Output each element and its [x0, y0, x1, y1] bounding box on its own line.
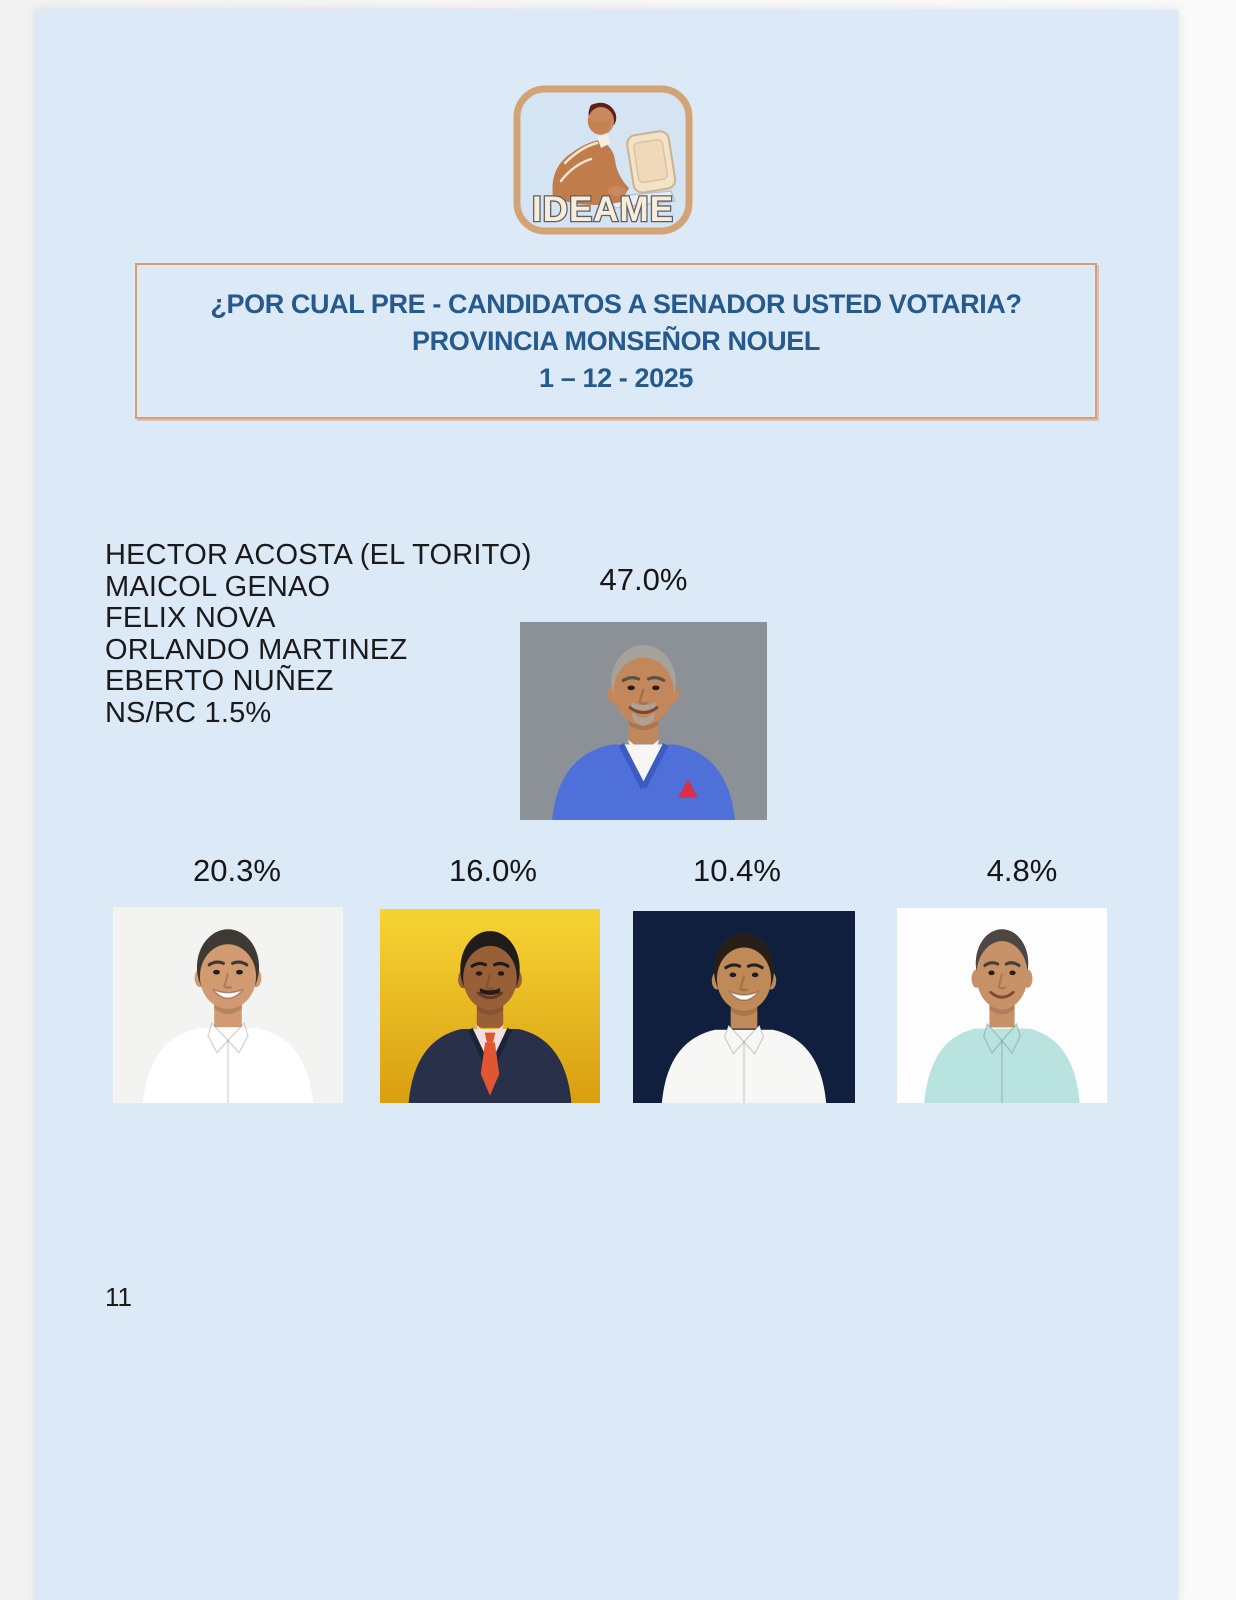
percent-label: 4.8%	[986, 853, 1058, 888]
percent-label: 20.3%	[193, 853, 281, 888]
candidate-photo	[113, 907, 343, 1103]
leader-candidate-photo	[520, 622, 767, 820]
percent-label: 16.0%	[449, 853, 537, 888]
report-page: IDEAME ¿POR CUAL PRE - CANDIDATOS A SENA…	[35, 10, 1178, 1600]
poll-date: 1 – 12 - 2025	[539, 363, 693, 393]
candidate-list-item: ORLANDO MARTINEZ	[105, 633, 408, 666]
percent-label: 10.4%	[693, 853, 781, 888]
candidate-list-item: NS/RC 1.5%	[105, 696, 272, 729]
candidate-list-item: MAICOL GENAO	[105, 570, 331, 603]
person-at-computer-icon: IDEAME	[513, 85, 693, 235]
poll-title-box: ¿POR CUAL PRE - CANDIDATOS A SENADOR UST…	[135, 263, 1097, 419]
candidate-list-item: FELIX NOVA	[105, 602, 276, 634]
candidate-photo	[633, 911, 855, 1103]
poll-province: PROVINCIA MONSEÑOR NOUEL	[412, 326, 820, 356]
ideame-logo: IDEAME	[513, 85, 693, 235]
candidate-list-item: EBERTO NUÑEZ	[105, 665, 334, 697]
candidate-list-item: HECTOR ACOSTA (EL TORITO)	[105, 539, 532, 571]
candidate-photo	[897, 908, 1107, 1103]
candidate-photo	[380, 909, 600, 1103]
leader-percent-label: 47.0%	[599, 562, 688, 597]
logo-wordmark: IDEAME	[532, 190, 674, 229]
poll-question: ¿POR CUAL PRE - CANDIDATOS A SENADOR UST…	[210, 289, 1022, 319]
candidate-list: HECTOR ACOSTA (EL TORITO) MAICOL GENAO F…	[105, 539, 532, 729]
page-number: 11	[105, 1282, 132, 1312]
